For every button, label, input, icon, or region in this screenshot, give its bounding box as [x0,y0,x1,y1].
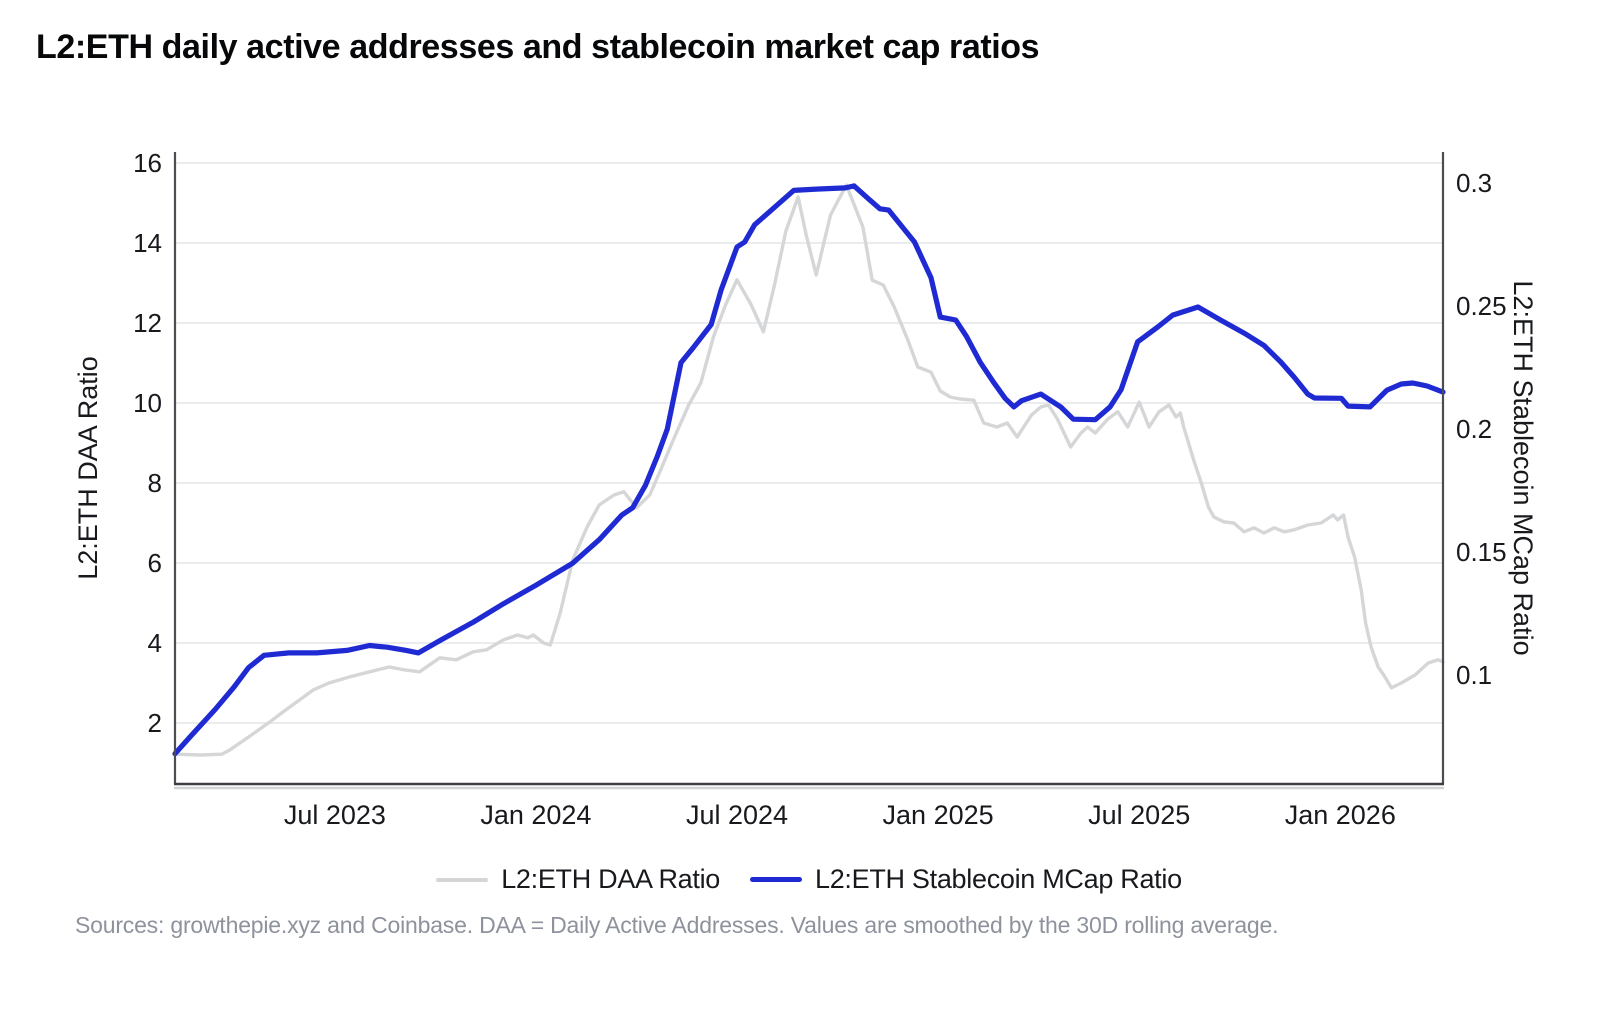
stablecoin-mcap-line-swatch [750,877,802,882]
x-tick-label: Jul 2025 [1088,800,1190,830]
left-tick-label: 8 [148,468,162,498]
right-tick-label: 0.3 [1456,168,1492,198]
right-axis-title: L2:ETH Stablecoin MCap Ratio [1508,280,1538,655]
x-tick-label: Jul 2023 [284,800,386,830]
chart-legend: L2:ETH DAA Ratio L2:ETH Stablecoin MCap … [175,864,1443,895]
legend-item-stablecoin-mcap-ratio: L2:ETH Stablecoin MCap Ratio [750,864,1182,895]
right-tick-label: 0.15 [1456,537,1507,567]
left-tick-label: 10 [133,388,162,418]
legend-item-daa-ratio: L2:ETH DAA Ratio [436,864,720,895]
x-tick-label: Jan 2025 [883,800,994,830]
chart-title: L2:ETH daily active addresses and stable… [36,28,1040,66]
left-tick-label: 2 [148,708,162,738]
left-axis-title: L2:ETH DAA Ratio [73,356,103,580]
left-tick-label: 6 [148,548,162,578]
right-tick-label: 0.2 [1456,414,1492,444]
x-tick-label: Jan 2024 [480,800,591,830]
x-tick-label: Jan 2026 [1285,800,1396,830]
daa-line [173,183,1445,757]
legend-label-daa-ratio: L2:ETH DAA Ratio [501,864,720,894]
left-tick-label: 16 [133,148,162,178]
left-tick-label: 12 [133,308,162,338]
mcap-line [172,183,1446,757]
legend-label-stablecoin-mcap-ratio: L2:ETH Stablecoin MCap Ratio [815,864,1182,894]
source-note: Sources: growthepie.xyz and Coinbase. DA… [75,912,1279,938]
right-tick-label: 0.25 [1456,291,1507,321]
x-tick-label: Jul 2024 [686,800,788,830]
dual-axis-line-chart: 2 4 6 8 10 12 14 16 0.1 0.15 0.2 0.25 0.3 Jul 2023 Jan… [73,148,1538,830]
daa-line-swatch [436,877,489,882]
left-tick-label: 4 [148,628,162,658]
left-tick-label: 14 [133,228,162,258]
right-tick-label: 0.1 [1456,660,1492,690]
